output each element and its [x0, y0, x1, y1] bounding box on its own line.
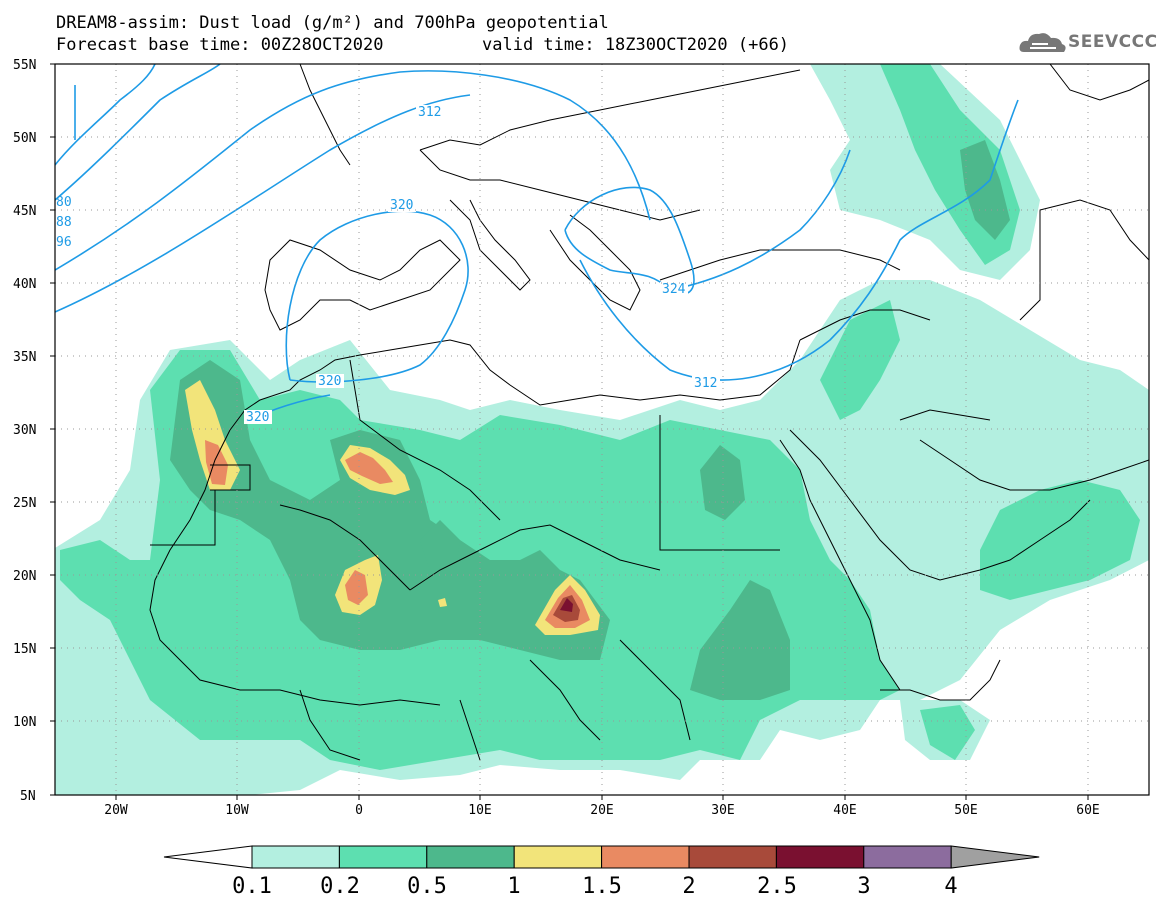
contour-label: 320 [390, 198, 413, 213]
colorbar [163, 845, 1040, 869]
colorbar-segment [251, 845, 340, 869]
contour-label: 312 [418, 105, 441, 120]
lon-label: 60E [1076, 803, 1099, 818]
contour-label: 312 [694, 376, 717, 391]
coastlines-and-borders [149, 64, 1149, 761]
contour-label: 320 [318, 374, 341, 389]
lat-label: 15N [13, 642, 36, 657]
contour-label: 320 [246, 410, 269, 425]
colorbar-label: 4 [944, 874, 957, 899]
colorbar-segment [775, 845, 865, 869]
lon-label: 20E [590, 803, 613, 818]
axis-ticks [50, 63, 1089, 800]
colorbar-segment [688, 845, 777, 869]
map-title: DREAM8-assim: Dust load (g/m²) and 700hP… [56, 13, 609, 33]
colorbar-labels: 0.1 0.2 0.5 1 1.5 2 2.5 3 4 [232, 874, 958, 899]
colorbar-under-arrow [163, 845, 253, 869]
colorbar-label: 1 [507, 874, 520, 899]
contour-label: 80 [56, 195, 72, 210]
lon-label: 0 [355, 803, 363, 818]
lat-label: 5N [20, 789, 36, 804]
lat-label: 20N [13, 569, 36, 584]
cloud-logo-icon [1019, 33, 1066, 52]
colorbar-segment [513, 845, 603, 869]
latitude-labels: 55N 50N 45N 40N 35N 30N 25N 20N 15N 10N … [13, 58, 36, 804]
lat-label: 10N [13, 715, 36, 730]
lon-label: 10W [225, 803, 249, 818]
lat-label: 35N [13, 350, 36, 365]
lon-label: 20W [104, 803, 128, 818]
forecast-base-time: Forecast base time: 00Z28OCT2020 [56, 35, 384, 55]
lat-label: 50N [13, 131, 36, 146]
contour-labels: 312 320 320 320 312 80 88 96 324 [56, 105, 720, 425]
colorbar-label: 0.5 [407, 874, 447, 899]
lon-label: 40E [833, 803, 856, 818]
colorbar-label: 2.5 [757, 874, 797, 899]
lat-label: 40N [13, 277, 36, 292]
colorbar-label: 1.5 [582, 874, 622, 899]
contour-label: 324 [662, 282, 686, 297]
colorbar-over-arrow [950, 845, 1040, 869]
colorbar-segment [426, 845, 515, 869]
logo-text: SEEVCCC [1068, 32, 1158, 52]
colorbar-segment [601, 845, 690, 869]
lon-label: 30E [711, 803, 734, 818]
valid-time: valid time: 18Z30OCT2020 (+66) [482, 35, 790, 55]
lat-lon-grid [55, 64, 1149, 795]
dust-level-0-5 [170, 140, 1010, 700]
colorbar-label: 3 [857, 874, 870, 899]
dust-level-1-5 [205, 440, 590, 628]
contour-label: 96 [56, 235, 72, 250]
contour-label: 88 [56, 215, 72, 230]
longitude-labels: 20W 10W 0 10E 20E 30E 40E 50E 60E [104, 803, 1099, 818]
colorbar-segment [338, 845, 428, 869]
lon-label: 50E [954, 803, 977, 818]
seevccc-logo: SEEVCCC [1018, 28, 1158, 58]
dust-level-2-5 [560, 598, 573, 612]
colorbar-label: 0.1 [232, 874, 272, 899]
lat-label: 55N [13, 58, 36, 73]
colorbar-segment [863, 845, 952, 869]
lat-label: 30N [13, 423, 36, 438]
lat-label: 25N [13, 496, 36, 511]
lon-label: 10E [468, 803, 491, 818]
colorbar-label: 0.2 [320, 874, 360, 899]
lat-label: 45N [13, 204, 36, 219]
colorbar-label: 2 [682, 874, 695, 899]
